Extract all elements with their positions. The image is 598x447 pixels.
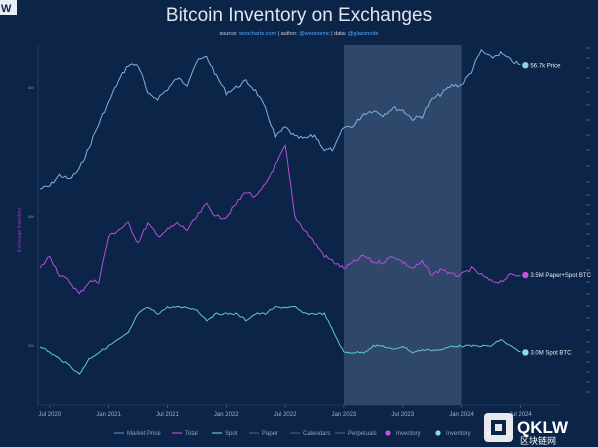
watermark-logo-icon [491, 420, 506, 435]
x-tick-label: Jul 2023 [391, 412, 414, 418]
x-tick-label: Jul 2024 [509, 412, 532, 418]
legend-label[interactable]: Total [185, 431, 198, 437]
legend-label[interactable]: Spot [225, 431, 238, 437]
x-tick-label: Jan 2021 [96, 412, 121, 418]
x-tick-label: Jan 2022 [214, 412, 239, 418]
price-end-label: 56.7k Price [530, 63, 561, 69]
legend-label[interactable]: Paper [262, 431, 278, 437]
y-tick-label: 4M [28, 85, 34, 90]
total-end-marker [522, 271, 529, 279]
total-end-label: 3.5M Paper+Spot BTC [530, 273, 591, 279]
author-link[interactable]: @woonomic [299, 31, 330, 37]
series-line-market-price [39, 48, 521, 190]
series-line-total [39, 144, 521, 295]
x-tick-label: Jan 2023 [332, 412, 357, 418]
series-line-spot [39, 305, 521, 375]
spot-end-marker [522, 349, 529, 356]
legend: Market Price Total Spot Paper Calendars Perpe… [114, 430, 511, 437]
watermark-subtext: 区块链网 [520, 435, 556, 446]
chart-title: Bitcoin Inventory on Exchanges [166, 5, 432, 26]
watermark-logo-box [484, 413, 513, 442]
x-tick-label: Jul 2020 [38, 412, 61, 418]
legend-label[interactable]: Perpetuals [348, 431, 377, 437]
source-link[interactable]: woocharts.com [238, 31, 276, 37]
price-end-marker [522, 62, 529, 69]
y-tick-label: 2M [28, 343, 34, 348]
legend-swatch [385, 430, 391, 436]
qklw-watermark: QKLW 区块链网 [484, 413, 569, 446]
x-tick-label: Jul 2022 [274, 412, 297, 418]
highlight-band [343, 45, 462, 405]
legend-label[interactable]: Inventory [396, 431, 421, 437]
legend-label[interactable]: Calendars [303, 431, 330, 437]
logo-text: W [1, 3, 12, 15]
y-tick-label: 3M [28, 214, 34, 219]
legend-label[interactable]: Inventory [446, 431, 471, 437]
spot-end-label: 3.0M Spot BTC [530, 350, 572, 356]
legend-label[interactable]: Market Price [127, 431, 161, 437]
right-axis-ticks [586, 47, 590, 393]
x-axis-ticks: Jul 2020 Jan 2021 Jul 2021 Jan 2022 Jul 2022… [38, 405, 532, 418]
data-link[interactable]: @glassnode [348, 31, 379, 37]
logo-badge [0, 0, 17, 15]
x-tick-label: Jan 2024 [449, 412, 474, 418]
watermark-text: QKLW [517, 418, 569, 437]
woonomic-logo: W [0, 0, 17, 15]
y-axis-label: Exchange Inventory [17, 207, 23, 252]
legend-swatch [435, 430, 441, 436]
chart-subtitle: source: woocharts.com | author: @woonomi… [220, 31, 379, 37]
x-tick-label: Jul 2021 [156, 412, 179, 418]
